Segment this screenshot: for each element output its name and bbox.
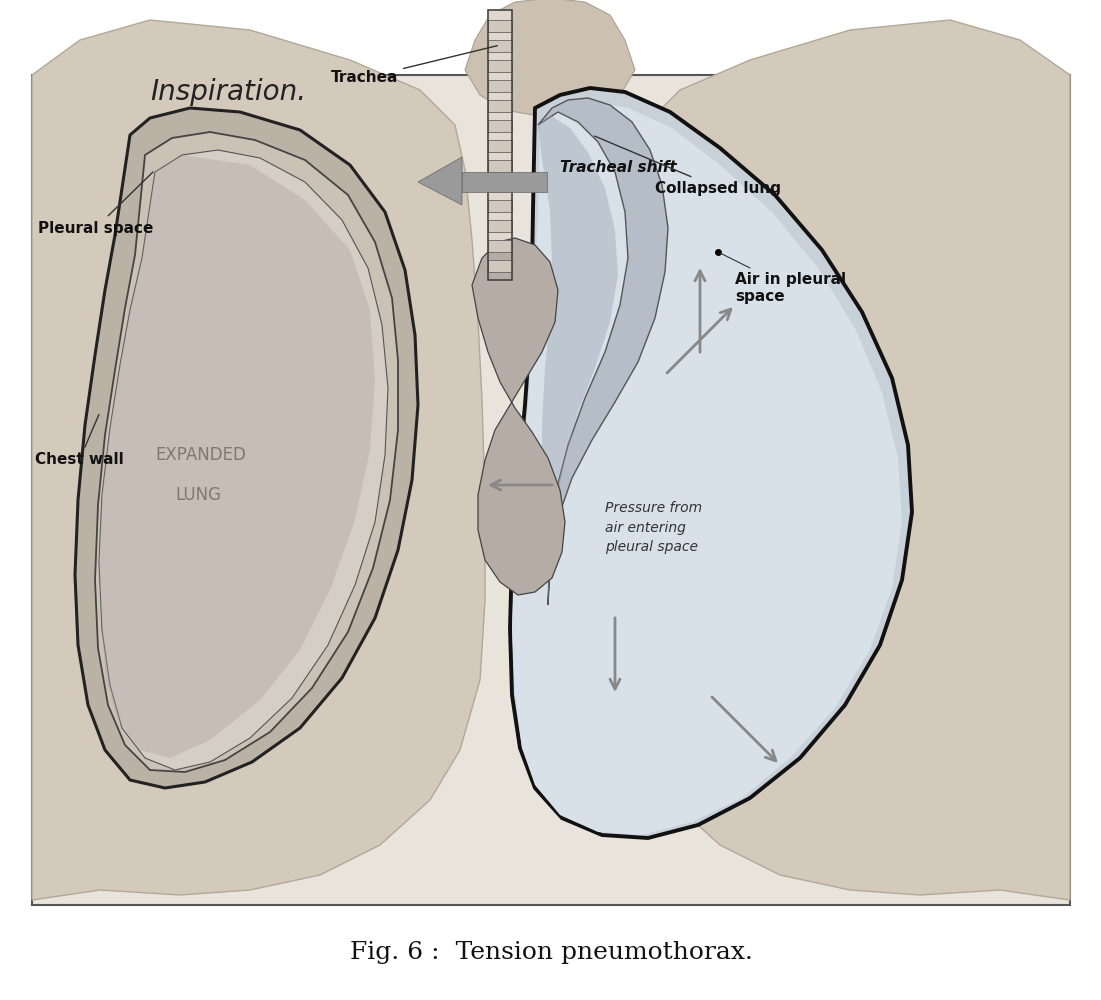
Bar bbox=[488, 10, 512, 280]
Bar bbox=[488, 20, 512, 32]
Polygon shape bbox=[538, 115, 618, 605]
Bar bbox=[488, 220, 512, 232]
Polygon shape bbox=[615, 20, 1070, 900]
Polygon shape bbox=[75, 108, 418, 788]
Text: LUNG: LUNG bbox=[175, 486, 221, 504]
Polygon shape bbox=[465, 0, 635, 118]
Text: Trachea: Trachea bbox=[330, 46, 498, 85]
Bar bbox=[32, 75, 1070, 905]
Text: Pressure from
air entering
pleural space: Pressure from air entering pleural space bbox=[606, 502, 702, 554]
Polygon shape bbox=[472, 238, 565, 595]
Bar bbox=[488, 200, 512, 212]
Bar bbox=[488, 100, 512, 112]
Bar bbox=[488, 60, 512, 72]
Text: Inspiration.: Inspiration. bbox=[150, 78, 306, 106]
Text: Tracheal shift: Tracheal shift bbox=[560, 160, 677, 176]
Text: Collapsed lung: Collapsed lung bbox=[595, 136, 781, 196]
Bar bbox=[488, 10, 512, 280]
Bar bbox=[488, 240, 512, 252]
Polygon shape bbox=[510, 88, 912, 838]
Bar bbox=[488, 120, 512, 132]
Text: Fig. 6 :  Tension pneumothorax.: Fig. 6 : Tension pneumothorax. bbox=[349, 940, 752, 964]
Bar bbox=[488, 180, 512, 192]
Polygon shape bbox=[99, 150, 388, 770]
Polygon shape bbox=[32, 20, 486, 900]
Bar bbox=[488, 140, 512, 152]
Text: Air in pleural
space: Air in pleural space bbox=[720, 253, 847, 304]
Bar bbox=[488, 80, 512, 92]
Polygon shape bbox=[538, 98, 668, 605]
Text: Chest wall: Chest wall bbox=[35, 415, 123, 468]
Polygon shape bbox=[99, 155, 375, 758]
Bar bbox=[488, 260, 512, 272]
Bar bbox=[488, 160, 512, 172]
Bar bbox=[462, 172, 547, 192]
Polygon shape bbox=[512, 102, 902, 835]
Bar bbox=[488, 40, 512, 52]
Polygon shape bbox=[418, 157, 462, 205]
Text: Pleural space: Pleural space bbox=[39, 172, 153, 235]
Polygon shape bbox=[95, 132, 397, 772]
Text: EXPANDED: EXPANDED bbox=[155, 446, 246, 464]
